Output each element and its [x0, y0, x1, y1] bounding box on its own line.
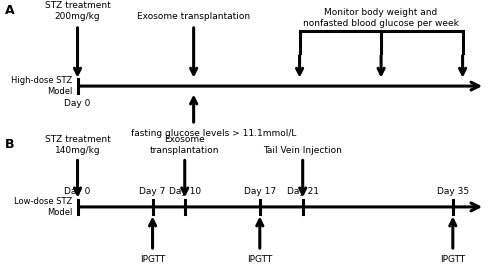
Text: B: B — [5, 138, 15, 151]
Text: Low-dose STZ
Model: Low-dose STZ Model — [14, 197, 72, 217]
Text: Day 17: Day 17 — [244, 187, 276, 196]
Text: Day 10: Day 10 — [168, 187, 201, 196]
Text: Day 7: Day 7 — [140, 187, 166, 196]
Text: Day 0: Day 0 — [64, 99, 90, 108]
Text: High-dose STZ
Model: High-dose STZ Model — [11, 76, 72, 96]
Text: STZ treatment
140mg/kg: STZ treatment 140mg/kg — [44, 135, 110, 155]
Text: Day 21: Day 21 — [286, 187, 318, 196]
Text: Exosome transplantation: Exosome transplantation — [137, 12, 250, 21]
Text: STZ treatment
200mg/kg: STZ treatment 200mg/kg — [44, 1, 110, 21]
Text: A: A — [5, 4, 15, 17]
Text: IPGTT: IPGTT — [440, 255, 466, 264]
Text: Exosome
transplantation: Exosome transplantation — [150, 135, 220, 155]
Text: IPGTT: IPGTT — [140, 255, 165, 264]
Text: Day 0: Day 0 — [64, 187, 90, 196]
Text: fasting glucose levels > 11.1mmol/L: fasting glucose levels > 11.1mmol/L — [131, 129, 296, 138]
Text: Monitor body weight and
nonfasted blood glucose per week: Monitor body weight and nonfasted blood … — [303, 8, 459, 28]
Text: Day 35: Day 35 — [437, 187, 469, 196]
Text: IPGTT: IPGTT — [247, 255, 272, 264]
Text: Tail Vein Injection: Tail Vein Injection — [264, 146, 342, 155]
